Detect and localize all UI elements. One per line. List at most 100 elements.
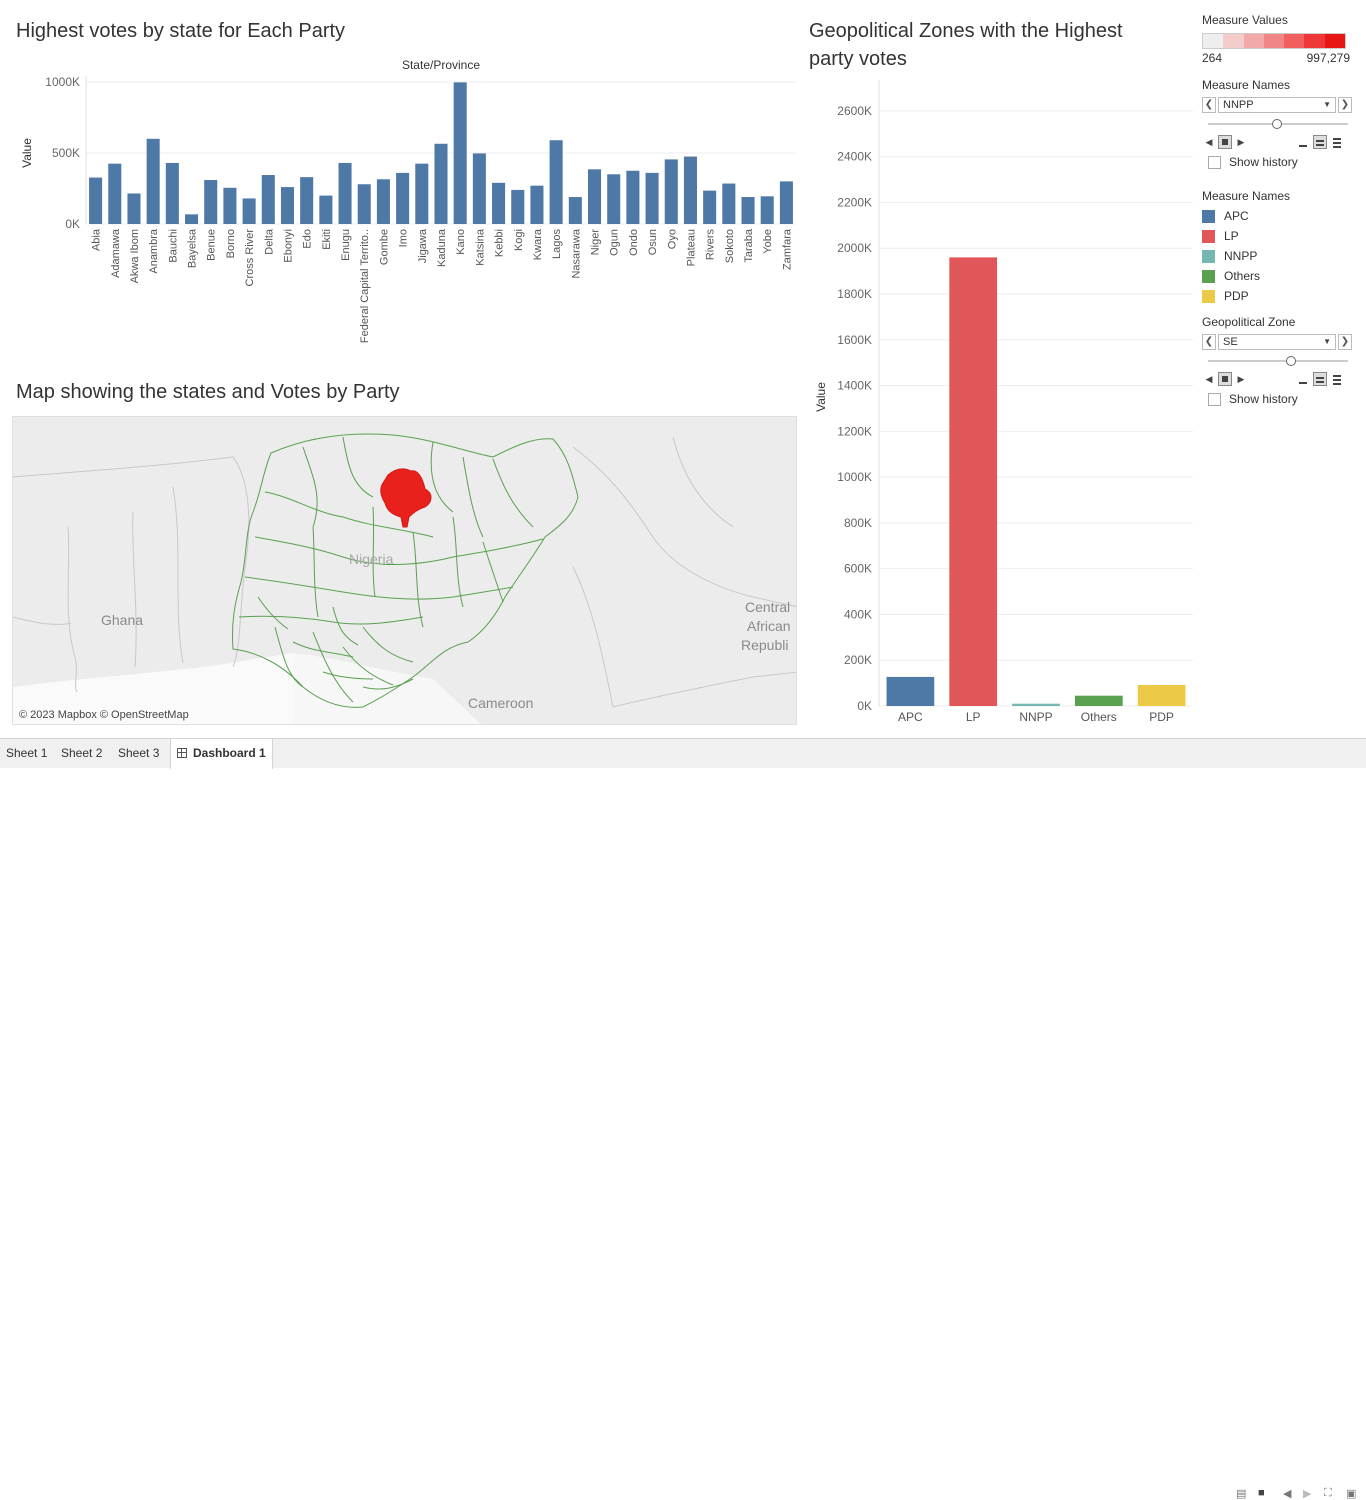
bar-federal-capital-territo-[interactable] <box>357 184 371 224</box>
stop-button[interactable] <box>1218 372 1232 386</box>
show-history-checkbox[interactable] <box>1208 155 1221 169</box>
measure-names-slider[interactable] <box>1208 119 1348 129</box>
legend-item-pdp[interactable]: PDP <box>1202 289 1290 303</box>
grid-view-icon[interactable]: ▤ <box>1236 1488 1247 1500</box>
nigeria-map[interactable]: Ghana Nigeria Cameroon Central African R… <box>12 416 797 725</box>
bar-pdp[interactable] <box>1137 684 1186 706</box>
bar-nasarawa[interactable] <box>568 197 582 224</box>
bar-edo[interactable] <box>300 177 314 224</box>
play-forward-button[interactable]: ▶ <box>1237 137 1245 147</box>
speed-slow-button[interactable] <box>1296 372 1310 386</box>
bar-jigawa[interactable] <box>415 163 429 224</box>
zone-votes-bar-chart: Value 0K 200K 400K 600K 800K 1000K 1200K 1400K 16… <box>814 80 1193 724</box>
measure-names-select[interactable]: NNPP ▼ <box>1218 97 1336 113</box>
bar-kwara[interactable] <box>530 185 544 224</box>
bar-imo[interactable] <box>396 172 410 224</box>
y-tick-label: 1000K <box>45 75 80 89</box>
bar-osun[interactable] <box>645 172 659 224</box>
prev-arrow-button[interactable]: ❮ <box>1202 97 1216 113</box>
map-canvas[interactable] <box>13 417 797 725</box>
speed-fast-button[interactable] <box>1330 372 1344 386</box>
tab-sheet-2[interactable]: Sheet 2 <box>61 746 103 760</box>
bar-lp[interactable] <box>949 257 998 706</box>
bar-kaduna[interactable] <box>434 143 448 224</box>
bar-ogun[interactable] <box>607 174 621 224</box>
map-label-car-1: Central <box>745 599 791 615</box>
slider-knob[interactable] <box>1286 356 1296 366</box>
bar-sokoto[interactable] <box>722 183 736 224</box>
x-tick-label: Ondo <box>628 229 640 256</box>
x-tick-label: Anambra <box>148 228 160 274</box>
next-arrow-button[interactable]: ❯ <box>1338 97 1352 113</box>
play-back-button[interactable]: ◀ <box>1205 137 1213 147</box>
bar-ondo[interactable] <box>626 170 640 224</box>
speed-medium-button[interactable] <box>1313 372 1327 386</box>
bar-oyo[interactable] <box>664 159 678 224</box>
zone-select[interactable]: SE ▼ <box>1218 334 1336 350</box>
y-tick-label: 2000K <box>837 241 872 255</box>
bar-abia[interactable] <box>89 177 103 224</box>
play-forward-button[interactable]: ▶ <box>1237 374 1245 384</box>
fit-icon[interactable]: ▣ <box>1346 1488 1357 1500</box>
legend-item-lp[interactable]: LP <box>1202 229 1290 243</box>
bar-rivers[interactable] <box>703 190 717 224</box>
bar-lagos[interactable] <box>549 140 563 224</box>
bar-niger[interactable] <box>587 169 602 224</box>
bar-cross-river[interactable] <box>242 198 256 224</box>
slider-knob[interactable] <box>1272 119 1282 129</box>
bar-apc[interactable] <box>886 676 935 706</box>
x-tick-label: APC <box>898 710 923 724</box>
bar-benue[interactable] <box>204 179 218 224</box>
x-tick-label: Federal Capital Territo.. <box>359 229 371 343</box>
bar-taraba[interactable] <box>741 197 755 224</box>
y-tick-label: 0K <box>65 217 80 231</box>
legend-item-apc[interactable]: APC <box>1202 209 1290 223</box>
tab-dashboard-1[interactable]: Dashboard 1 <box>170 739 273 769</box>
bar-delta[interactable] <box>261 175 275 224</box>
next-arrow-button[interactable]: ❯ <box>1338 334 1352 350</box>
bar-ekiti[interactable] <box>319 195 333 224</box>
bar-ebonyi[interactable] <box>280 187 295 224</box>
filmstrip-icon[interactable]: ■ <box>1258 1487 1265 1499</box>
bar-others[interactable] <box>1074 695 1123 706</box>
bar-plateau[interactable] <box>683 156 697 224</box>
prev-sheet-icon[interactable]: ◀ <box>1283 1488 1292 1500</box>
bar-akwa-ibom[interactable] <box>127 193 141 224</box>
fullscreen-icon[interactable]: ⛶ <box>1324 1487 1332 1499</box>
bar-anambra[interactable] <box>146 138 160 224</box>
bar-bayelsa[interactable] <box>185 214 199 224</box>
bar-enugu[interactable] <box>338 162 352 224</box>
tab-sheet-1[interactable]: Sheet 1 <box>6 746 48 760</box>
speed-fast-button[interactable] <box>1330 135 1344 149</box>
bar-katsina[interactable] <box>472 153 486 224</box>
bar-kano[interactable] <box>453 82 467 224</box>
show-history-checkbox[interactable] <box>1208 392 1221 406</box>
bar-kogi[interactable] <box>511 189 525 224</box>
x-tick-label: Katsina <box>474 228 486 266</box>
stop-button[interactable] <box>1218 135 1232 149</box>
speed-slow-button[interactable] <box>1296 135 1310 149</box>
x-tick-label: Oyo <box>666 229 678 249</box>
legend-item-nnpp[interactable]: NNPP <box>1202 249 1290 263</box>
play-back-button[interactable]: ◀ <box>1205 374 1213 384</box>
speed-medium-button[interactable] <box>1313 135 1327 149</box>
x-tick-label: NNPP <box>1019 710 1052 724</box>
bar-adamawa[interactable] <box>108 163 122 224</box>
next-sheet-icon[interactable]: ▶ <box>1303 1488 1312 1500</box>
bar-zamfara[interactable] <box>779 181 793 224</box>
x-tick-label: Abia <box>91 228 103 251</box>
legend-swatch <box>1202 289 1215 303</box>
zone-slider[interactable] <box>1208 356 1348 366</box>
zone-filter-title: Geopolitical Zone <box>1202 315 1296 329</box>
map-copyright[interactable]: © 2023 Mapbox © OpenStreetMap <box>19 709 189 721</box>
legend-item-others[interactable]: Others <box>1202 269 1290 283</box>
prev-arrow-button[interactable]: ❮ <box>1202 334 1216 350</box>
bar-kebbi[interactable] <box>492 182 506 224</box>
bar-nnpp[interactable] <box>1012 703 1060 706</box>
bar-bauchi[interactable] <box>165 162 179 224</box>
bar-gombe[interactable] <box>376 179 390 224</box>
tab-sheet-3[interactable]: Sheet 3 <box>118 746 160 760</box>
bar-borno[interactable] <box>223 187 237 224</box>
legend-swatch <box>1202 269 1215 283</box>
bar-yobe[interactable] <box>760 196 774 224</box>
